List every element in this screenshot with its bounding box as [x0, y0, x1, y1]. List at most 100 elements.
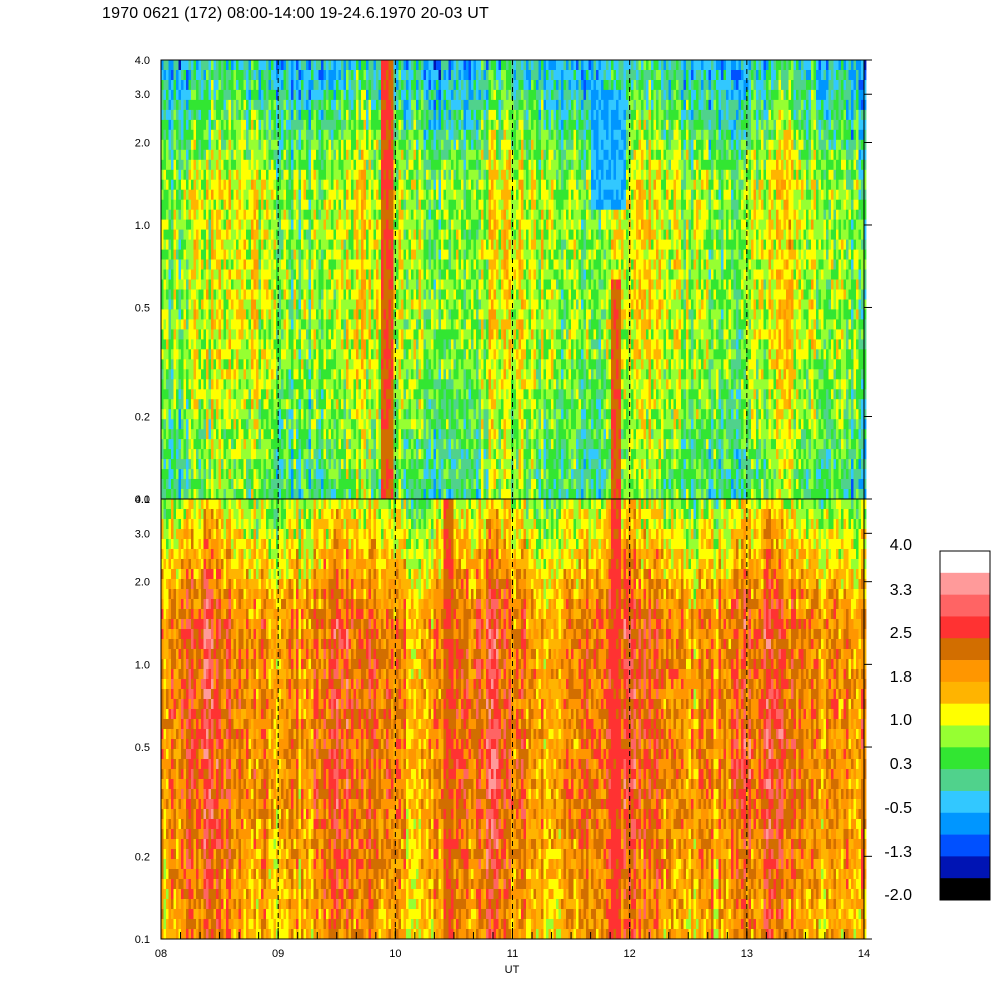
heatmap-cell — [326, 389, 329, 399]
heatmap-cell — [194, 260, 197, 270]
heatmap-cell — [224, 60, 227, 70]
heatmap-cell — [416, 449, 419, 459]
heatmap-cell — [306, 230, 309, 240]
heatmap-cell — [311, 120, 314, 130]
heatmap-cell — [274, 80, 277, 90]
heatmap-cell — [186, 309, 189, 319]
heatmap-cell — [429, 120, 432, 130]
heatmap-cell — [206, 449, 209, 459]
heatmap-cell — [226, 60, 229, 70]
heatmap-cell — [416, 369, 419, 379]
heatmap-cell — [369, 280, 372, 290]
heatmap-cell — [186, 250, 189, 260]
heatmap-cell — [174, 220, 177, 230]
heatmap-cell — [406, 309, 409, 319]
heatmap-cell — [401, 220, 404, 230]
heatmap-cell — [221, 459, 224, 469]
heatmap-cell — [254, 110, 257, 120]
heatmap-cell — [421, 80, 424, 90]
heatmap-cell — [274, 429, 277, 439]
heatmap-cell — [174, 150, 177, 160]
heatmap-cell — [404, 60, 407, 70]
heatmap-cell — [234, 100, 237, 110]
heatmap-cell — [371, 429, 374, 439]
heatmap-cell — [424, 439, 427, 449]
heatmap-cell — [181, 349, 184, 359]
heatmap-cell — [371, 70, 374, 80]
heatmap-cell — [321, 70, 324, 80]
heatmap-cell — [241, 479, 244, 489]
heatmap-cell — [281, 130, 284, 140]
heatmap-cell — [236, 329, 239, 339]
heatmap-cell — [386, 359, 389, 369]
heatmap-cell — [164, 419, 167, 429]
heatmap-cell — [256, 260, 259, 270]
heatmap-cell — [221, 70, 224, 80]
heatmap-cell — [331, 300, 334, 310]
heatmap-cell — [249, 489, 252, 499]
heatmap-cell — [326, 60, 329, 70]
heatmap-cell — [264, 150, 267, 160]
heatmap-cell — [326, 160, 329, 170]
heatmap-cell — [361, 300, 364, 310]
heatmap-cell — [246, 250, 249, 260]
heatmap-cell — [199, 250, 202, 260]
heatmap-cell — [376, 130, 379, 140]
heatmap-cell — [244, 300, 247, 310]
heatmap-cell — [319, 419, 322, 429]
heatmap-cell — [346, 469, 349, 479]
heatmap-cell — [381, 290, 384, 300]
heatmap-cell — [216, 230, 219, 240]
heatmap-cell — [406, 459, 409, 469]
heatmap-cell — [179, 489, 182, 499]
heatmap-cell — [201, 90, 204, 100]
heatmap-cell — [226, 280, 229, 290]
heatmap-cell — [311, 60, 314, 70]
heatmap-cell — [329, 379, 332, 389]
heatmap-cell — [311, 359, 314, 369]
heatmap-cell — [174, 180, 177, 190]
heatmap-cell — [381, 319, 384, 329]
heatmap-cell — [191, 359, 194, 369]
heatmap-cell — [421, 210, 424, 220]
heatmap-cell — [426, 170, 429, 180]
heatmap-cell — [371, 379, 374, 389]
heatmap-cell — [176, 339, 179, 349]
heatmap-cell — [271, 200, 274, 210]
heatmap-cell — [431, 200, 434, 210]
heatmap-cell — [269, 240, 272, 250]
heatmap-cell — [334, 80, 337, 90]
heatmap-cell — [224, 459, 227, 469]
heatmap-cell — [439, 439, 442, 449]
heatmap-cell — [436, 240, 439, 250]
heatmap-cell — [171, 230, 174, 240]
heatmap-cell — [321, 449, 324, 459]
heatmap-cell — [366, 469, 369, 479]
heatmap-cell — [389, 80, 392, 90]
heatmap-cell — [244, 349, 247, 359]
heatmap-cell — [309, 399, 312, 409]
heatmap-cell — [364, 459, 367, 469]
heatmap-cell — [354, 369, 357, 379]
heatmap-cell — [299, 419, 302, 429]
heatmap-cell — [174, 449, 177, 459]
heatmap-cell — [434, 110, 437, 120]
heatmap-cell — [364, 70, 367, 80]
heatmap-cell — [434, 250, 437, 260]
heatmap-cell — [339, 60, 342, 70]
heatmap-cell — [326, 329, 329, 339]
heatmap-cell — [369, 300, 372, 310]
heatmap-cell — [314, 389, 317, 399]
heatmap-cell — [189, 439, 192, 449]
heatmap-cell — [441, 319, 444, 329]
heatmap-cell — [321, 290, 324, 300]
heatmap-cell — [319, 349, 322, 359]
heatmap-cell — [169, 399, 172, 409]
heatmap-cell — [271, 140, 274, 150]
heatmap-cell — [424, 349, 427, 359]
heatmap-cell — [389, 170, 392, 180]
heatmap-cell — [166, 100, 169, 110]
heatmap-cell — [316, 399, 319, 409]
heatmap-cell — [419, 230, 422, 240]
heatmap-cell — [326, 80, 329, 90]
